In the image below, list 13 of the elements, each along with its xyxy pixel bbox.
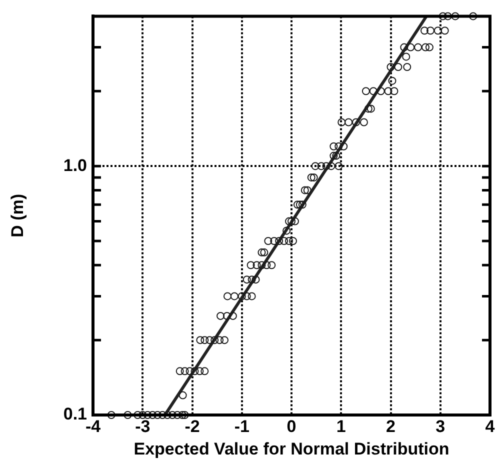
x-tick-label: -3 xyxy=(135,416,150,436)
y-axis-title: D (m) xyxy=(8,194,27,238)
x-axis-title: Expected Value for Normal Distribution xyxy=(134,439,450,458)
y-tick-label: 1.0 xyxy=(63,156,87,175)
x-tick-label: 1 xyxy=(336,416,346,436)
x-tick-label: 0 xyxy=(286,416,296,436)
x-tick-label: -1 xyxy=(234,416,250,436)
x-tick-label: -4 xyxy=(85,416,102,436)
x-tick-label: 2 xyxy=(386,416,396,436)
x-tick-label: -2 xyxy=(184,416,200,436)
y-tick-label: 0.1 xyxy=(63,404,87,424)
x-tick-label: 4 xyxy=(485,416,496,436)
x-tick-label: 3 xyxy=(436,416,446,436)
